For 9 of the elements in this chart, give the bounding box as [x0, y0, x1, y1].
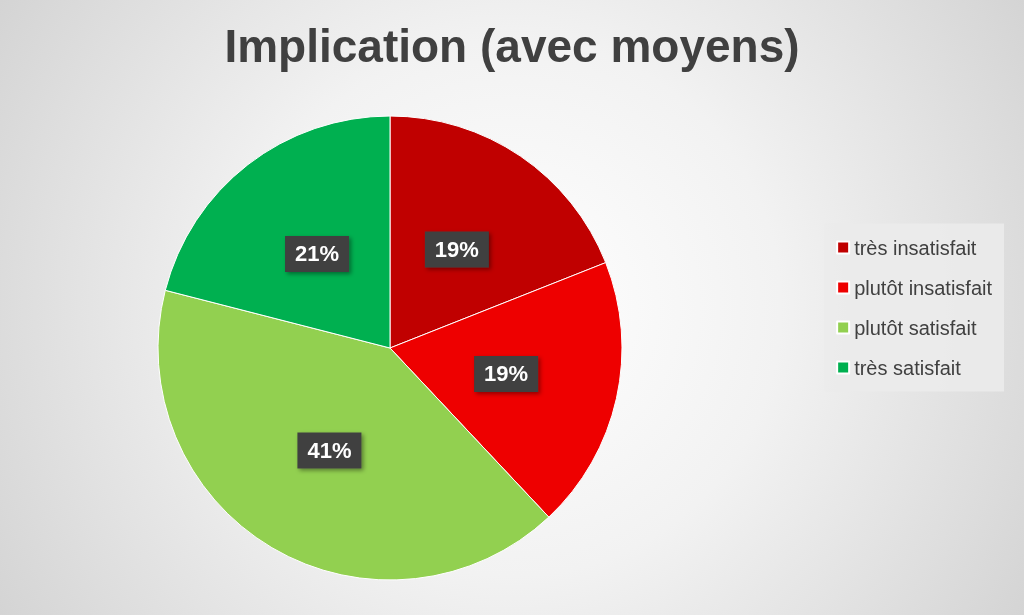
legend-label: très satisfait	[854, 356, 962, 379]
legend-label: plutôt satisfait	[854, 316, 977, 339]
legend-label: plutôt insatisfait	[854, 276, 993, 299]
legend-label: très insatisfait	[854, 236, 977, 259]
data-label: 41%	[307, 437, 352, 463]
data-label: 19%	[434, 237, 479, 263]
chart-title: Implication (avec moyens)	[224, 20, 800, 72]
data-label: 19%	[484, 361, 529, 387]
data-label: 21%	[295, 241, 340, 267]
